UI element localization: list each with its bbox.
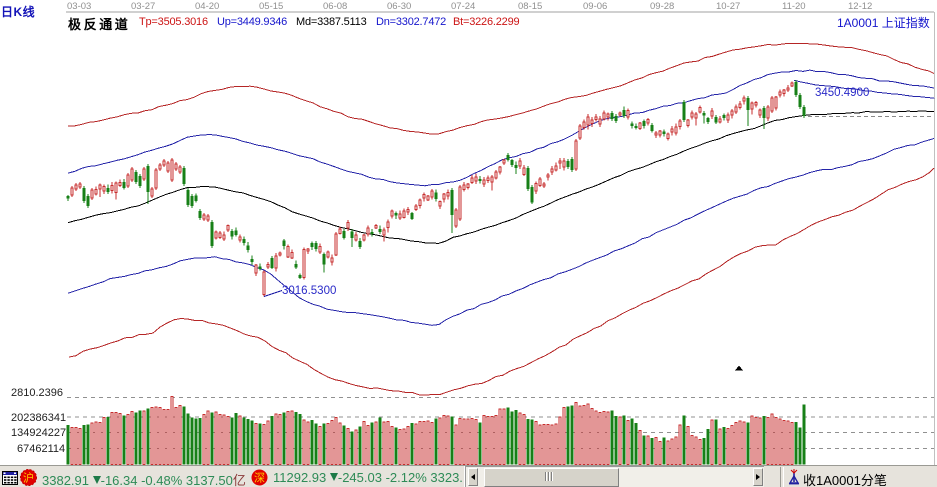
svg-text:沪: 沪 <box>23 471 34 485</box>
svg-text:深: 深 <box>254 472 265 485</box>
